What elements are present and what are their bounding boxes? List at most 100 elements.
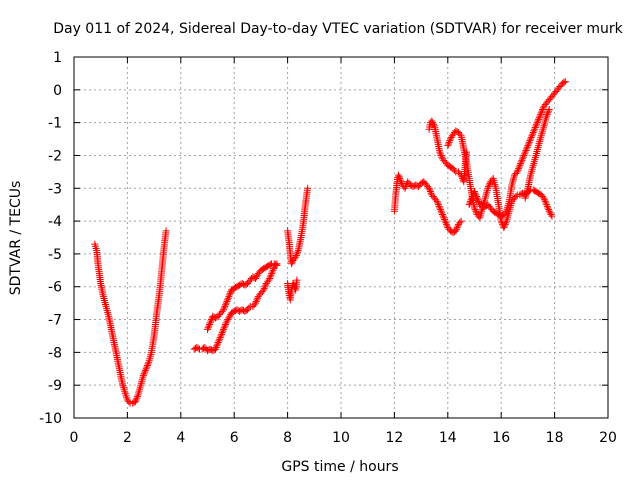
data-point [268,268,276,276]
data-point [226,291,234,299]
y-tick-label: -10 [39,411,62,427]
data-point [526,137,534,145]
data-point [252,297,260,305]
data-point [473,194,481,202]
data-point [269,266,277,274]
data-point [457,217,465,225]
data-point [441,217,449,225]
data-point [429,119,437,127]
data-point [501,220,509,228]
data-point [260,284,268,292]
data-point [125,398,133,406]
data-point [223,317,231,325]
data-point [252,299,260,307]
data-point [546,209,554,217]
data-point [538,107,546,115]
data-point [527,133,535,141]
y-tick-label: -5 [48,247,62,263]
data-point [204,325,211,333]
data-point [543,201,551,209]
data-point [450,166,458,174]
data-point [465,201,473,209]
data-point [222,319,230,327]
data-point [252,275,260,283]
data-point [514,166,522,174]
data-point [204,324,212,332]
data-point [402,183,410,191]
data-point [131,398,139,406]
data-point [425,184,433,192]
data-point [222,299,230,307]
data-point [434,199,442,207]
x-tick-label: 14 [439,430,457,446]
data-point [221,302,229,310]
data-point [560,78,568,86]
data-point [142,365,150,373]
data-point [212,345,220,353]
data-point [292,252,300,260]
data-point [525,140,533,148]
data-point [216,335,224,343]
data-point [537,110,545,118]
data-point [435,202,443,210]
data-point [445,138,453,146]
data-point [561,78,569,86]
data-point [541,196,549,204]
data-point [245,304,253,312]
data-point [212,343,220,351]
y-tick-label: -7 [48,313,62,329]
data-point [529,128,537,136]
data-point [213,342,221,350]
data-point [529,130,537,138]
data-point [539,106,547,114]
data-point [293,250,301,258]
data-point [542,199,550,207]
data-point [485,181,493,189]
data-point [535,114,543,122]
data-point [515,163,523,171]
data-point [548,212,556,220]
data-point [267,271,275,279]
data-point [544,109,552,117]
data-point [438,209,446,217]
data-point [485,183,493,191]
data-point [220,324,228,332]
data-point [475,197,483,205]
data-point [304,184,312,192]
x-tick-label: 10 [332,430,350,446]
data-point [532,122,540,130]
data-point [472,191,480,199]
data-point [515,165,523,173]
data-point [293,276,301,284]
data-point [533,119,541,127]
data-point [520,151,528,159]
data-point [543,110,551,118]
data-point [501,222,509,230]
data-point [224,296,232,304]
data-point [540,194,548,202]
x-tick-label: 2 [123,430,132,446]
data-point [519,155,527,163]
data-point [530,127,538,135]
data-point [216,334,224,342]
data-point [430,120,438,128]
data-point [266,273,274,281]
data-point [428,117,436,125]
data-point [536,112,544,120]
data-point [547,211,555,219]
data-point [214,340,222,348]
data-point [471,204,478,212]
data-point [433,197,441,205]
data-point [133,394,141,402]
x-tick-label: 6 [230,430,239,446]
data-point [436,204,444,212]
data-point [206,319,214,327]
data-point [426,188,434,196]
data-point [162,227,170,235]
data-point [221,322,229,330]
data-point [401,184,409,192]
y-tick-label: -2 [48,148,62,164]
y-tick-label: -1 [48,116,62,132]
data-point [442,219,450,227]
